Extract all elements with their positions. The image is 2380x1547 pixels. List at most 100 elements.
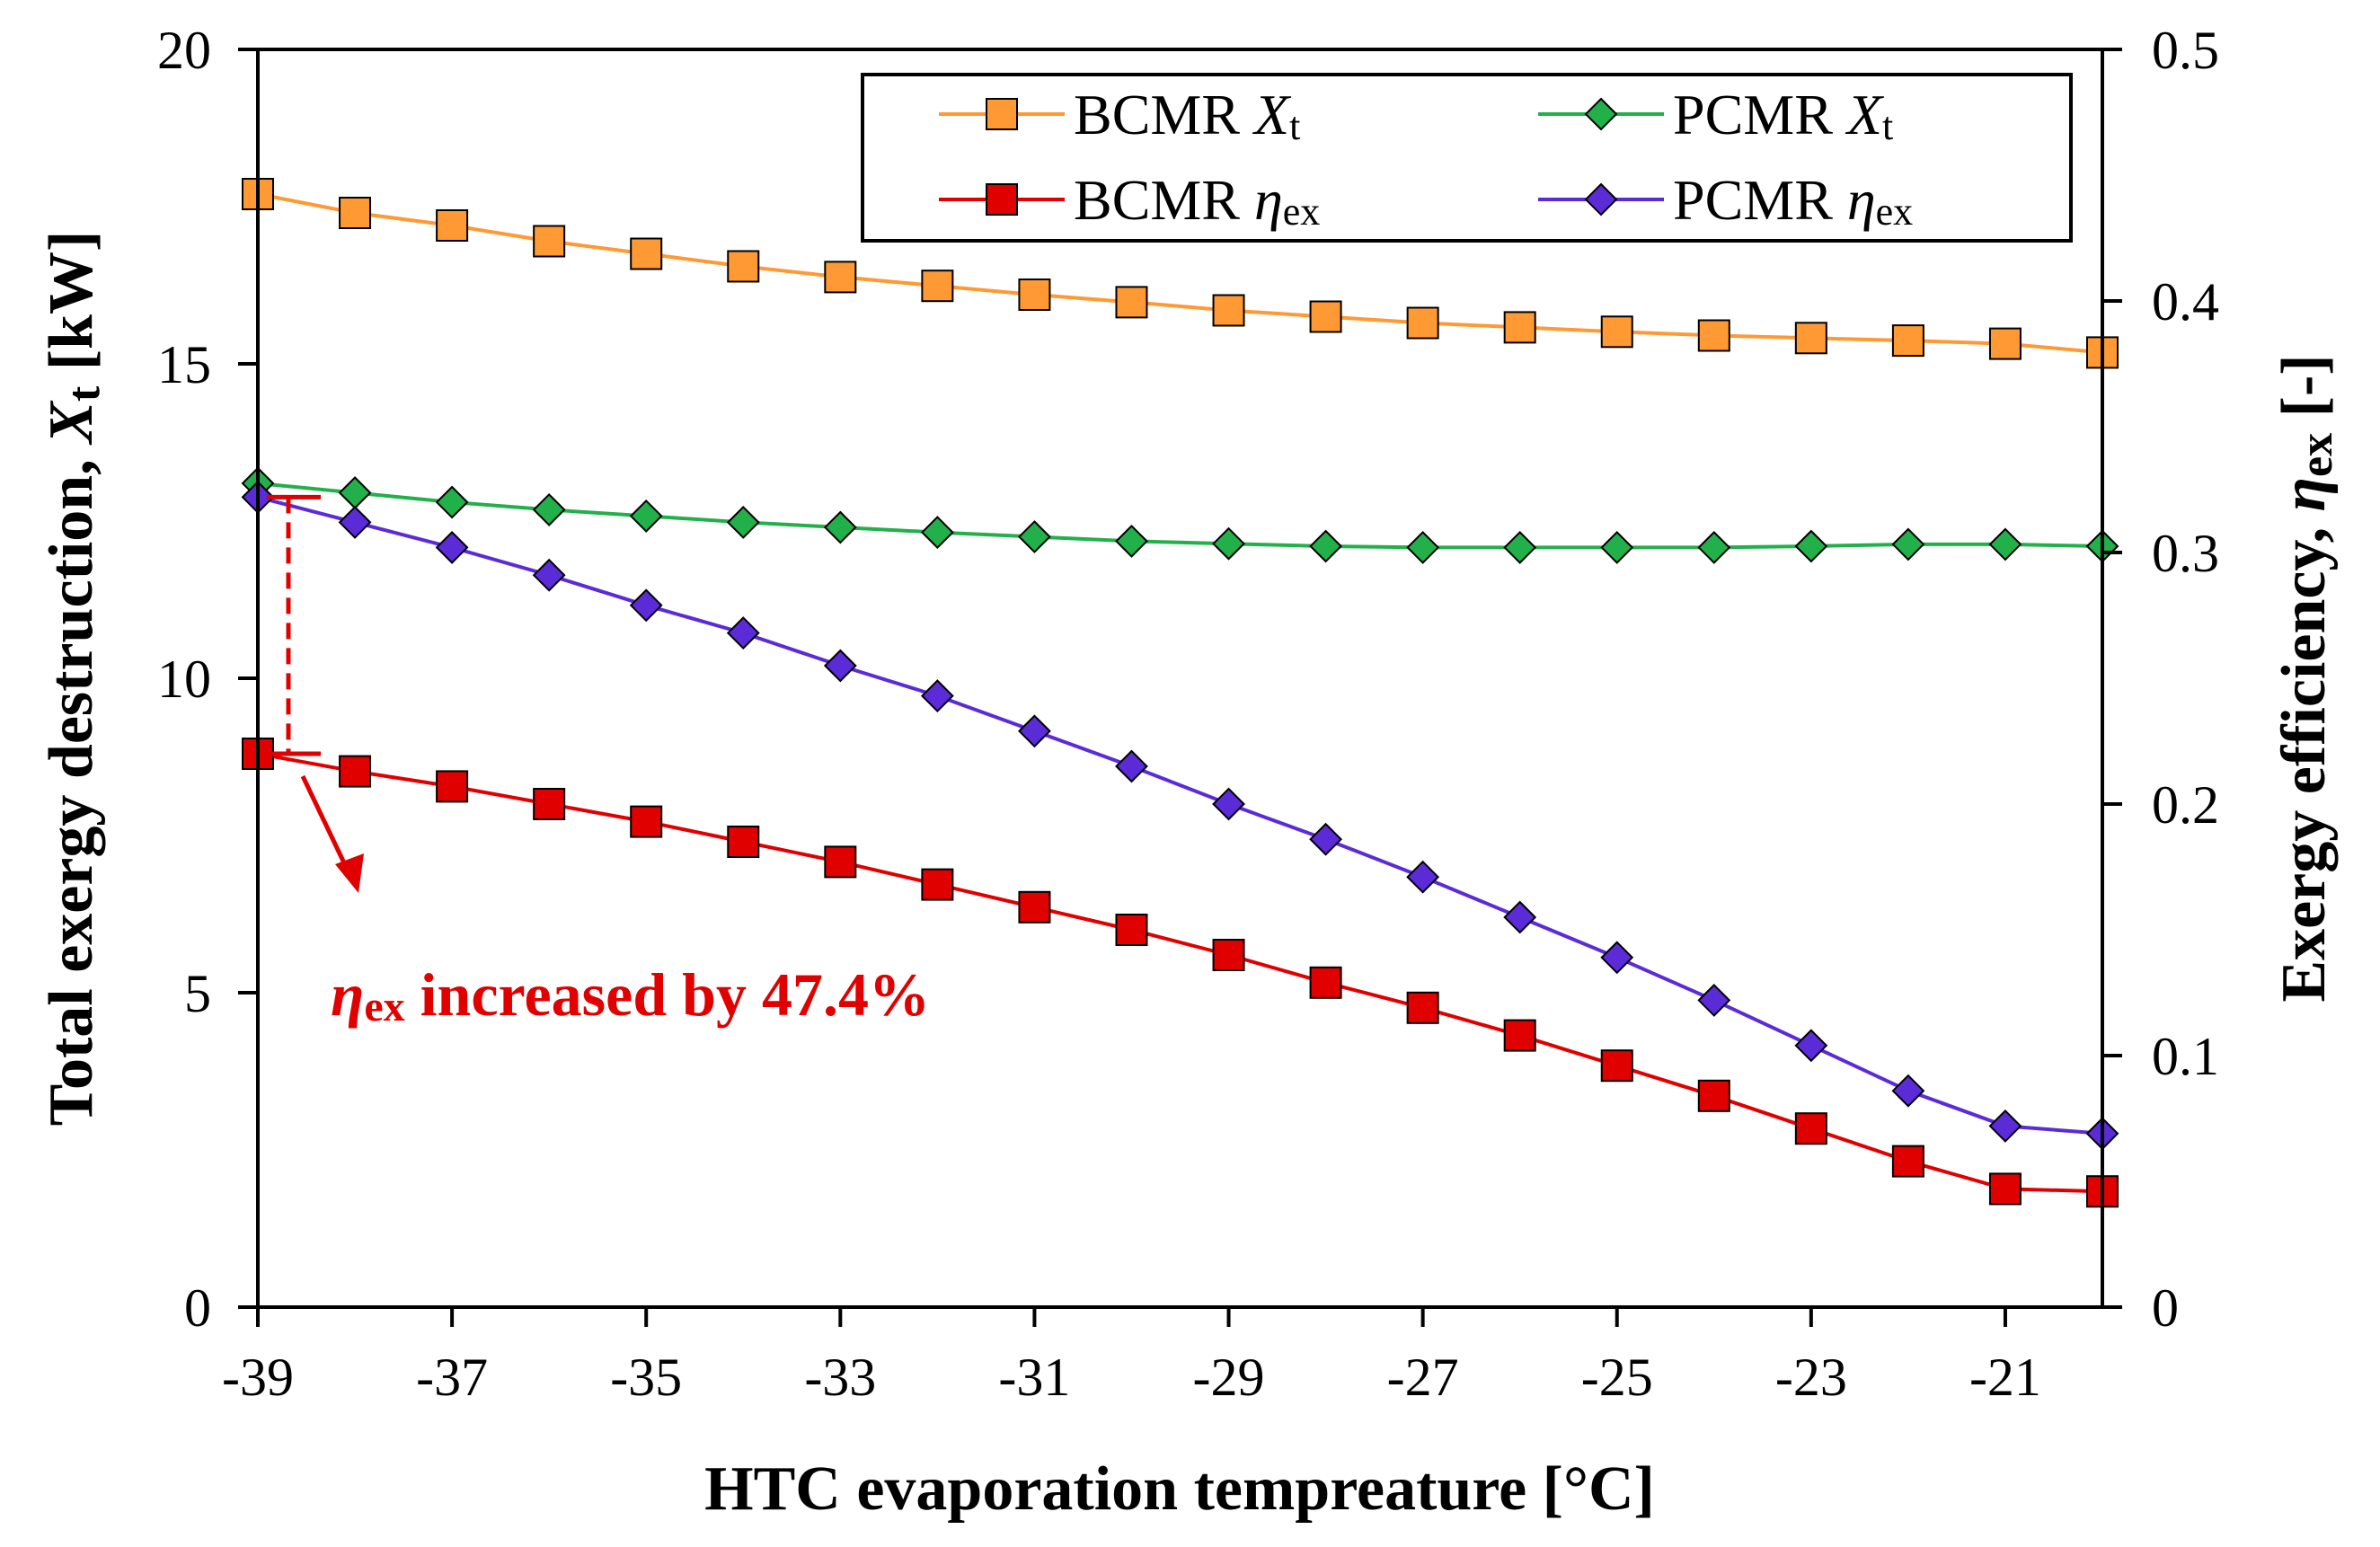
y-left-title-main: Total exergy destruction, <box>37 444 106 1127</box>
data-point-bcmr-ex <box>1988 1172 2022 1206</box>
data-point-pcmr-ex <box>629 588 663 623</box>
data-point-pcmr-xt <box>726 505 760 539</box>
data-point-bcmr-ex <box>727 826 760 858</box>
legend-label-sub: ex <box>1283 190 1321 234</box>
data-point-bcmr-xt <box>1697 319 1730 352</box>
x-tick-label: -33 <box>804 1348 876 1407</box>
series-line-bcmr-xt <box>257 192 2103 355</box>
data-point-bcmr-ex <box>1891 1145 1924 1178</box>
legend-label-bcmr-ex: BCMR ηex <box>1074 168 1320 234</box>
data-point-pcmr-xt <box>1891 527 1925 561</box>
y-axis-right-title: Exergy efficiency, ηex [-] <box>2269 354 2342 1002</box>
data-point-pcmr-ex <box>1600 941 1634 975</box>
data-point-pcmr-xt <box>1212 526 1245 561</box>
y-axis-left-title: Total exergy destruction, Xt [kW] <box>37 231 110 1127</box>
legend-marker-pcmr-xt <box>1584 97 1618 131</box>
y-left-title-symbol: X <box>37 400 106 446</box>
data-point-pcmr-xt <box>1600 530 1634 564</box>
data-point-pcmr-ex <box>435 530 469 564</box>
legend-marker-pcmr-ex <box>1584 182 1618 217</box>
data-point-bcmr-ex <box>1503 1019 1536 1052</box>
legend-label-symbol: η <box>1847 168 1876 232</box>
y-left-tick-label: 20 <box>157 21 211 80</box>
y-right-title-symbol: η <box>2269 477 2339 511</box>
series-line-pcmr-ex <box>257 495 2103 1136</box>
data-point-pcmr-ex <box>338 505 372 539</box>
legend-label-main: PCMR <box>1673 83 1847 146</box>
y-right-tick-label: 0.3 <box>2152 524 2219 583</box>
data-point-pcmr-ex <box>1018 714 1051 748</box>
legend-label-symbol: η <box>1254 168 1283 232</box>
data-point-bcmr-ex <box>824 845 857 879</box>
legend-label-bcmr-xt: BCMR Xt <box>1074 83 1300 148</box>
data-point-pcmr-xt <box>1988 527 2022 561</box>
data-point-bcmr-ex <box>1697 1079 1730 1112</box>
x-tick-label: -23 <box>1775 1348 1847 1407</box>
data-point-bcmr-xt <box>1988 327 2022 360</box>
y-right-tick-label: 0.1 <box>2152 1027 2219 1086</box>
data-point-bcmr-xt <box>824 261 857 294</box>
series-layer <box>241 178 2119 1208</box>
annotation-body: increased by 47.4% <box>405 960 930 1029</box>
annotation-arrowhead <box>335 853 364 893</box>
data-point-pcmr-ex <box>1891 1074 1925 1108</box>
y-left-title-unit: [kW] <box>37 231 106 386</box>
data-point-bcmr-ex <box>1115 914 1148 946</box>
data-point-bcmr-xt <box>630 237 663 270</box>
tick-layer: -39 -37 -35 -33 -31 -29 -27 -25 -23 -21 0 5 10 15 20 0 0… <box>157 21 2219 1407</box>
data-point-pcmr-xt <box>629 499 663 533</box>
y-right-title-main: Exergy efficiency, <box>2269 511 2339 1002</box>
data-point-pcmr-xt <box>435 485 469 519</box>
legend-label-main: BCMR <box>1074 83 1254 146</box>
x-tick-label: -29 <box>1193 1348 1265 1407</box>
x-tick-label: -27 <box>1387 1348 1459 1407</box>
data-point-bcmr-ex <box>1309 966 1342 999</box>
data-point-bcmr-ex <box>630 805 663 838</box>
series-line-bcmr-ex <box>257 752 2103 1194</box>
data-point-bcmr-ex <box>339 755 372 788</box>
y-right-tick-label: 0.4 <box>2152 272 2219 332</box>
data-point-bcmr-ex <box>1018 890 1051 924</box>
legend-label-symbol: X <box>1252 83 1292 146</box>
data-point-bcmr-xt <box>339 197 372 229</box>
y-left-tick-label: 15 <box>157 335 211 394</box>
data-point-pcmr-ex <box>726 616 760 650</box>
x-axis-title: HTC evaporation tempreature [°C] <box>704 1454 1655 1524</box>
data-point-bcmr-xt <box>1503 311 1536 344</box>
x-tick-label: -21 <box>1969 1348 2041 1407</box>
x-tick-label: -37 <box>416 1348 488 1407</box>
legend-box <box>861 73 2073 243</box>
y-left-tick-label: 5 <box>184 964 211 1023</box>
data-point-pcmr-xt <box>1309 529 1342 563</box>
data-point-pcmr-ex <box>1309 822 1342 856</box>
data-point-pcmr-ex <box>823 649 857 683</box>
data-point-pcmr-xt <box>1115 524 1148 558</box>
data-point-bcmr-ex <box>533 788 566 820</box>
data-point-bcmr-ex <box>921 868 954 901</box>
y-right-title-unit: [-] <box>2269 354 2339 432</box>
series-pcmr-ex <box>241 480 2119 1151</box>
legend-marker-bcmr-xt <box>986 98 1018 130</box>
legend-label-symbol: X <box>1845 83 1885 146</box>
data-point-pcmr-ex <box>920 679 954 713</box>
data-point-pcmr-ex <box>1115 749 1148 783</box>
series-bcmr-ex <box>242 738 2119 1208</box>
data-point-bcmr-ex <box>436 770 469 803</box>
data-point-bcmr-xt <box>1018 278 1051 311</box>
annotation-text: ηex increased by 47.4% <box>331 960 930 1030</box>
data-point-bcmr-xt <box>1406 306 1439 340</box>
data-point-bcmr-ex <box>1212 939 1245 971</box>
data-point-bcmr-ex <box>1794 1112 1827 1145</box>
data-point-pcmr-xt <box>823 510 857 544</box>
legend-label-main: BCMR <box>1074 168 1254 232</box>
data-point-pcmr-xt <box>532 492 566 526</box>
data-point-bcmr-xt <box>533 225 566 258</box>
data-point-pcmr-ex <box>1697 983 1731 1017</box>
y-right-title-sub: ex <box>2291 433 2342 477</box>
data-point-pcmr-ex <box>532 558 566 592</box>
data-point-bcmr-ex <box>1406 991 1439 1024</box>
data-point-pcmr-xt <box>1794 529 1828 563</box>
annotation-arrow <box>300 774 350 872</box>
